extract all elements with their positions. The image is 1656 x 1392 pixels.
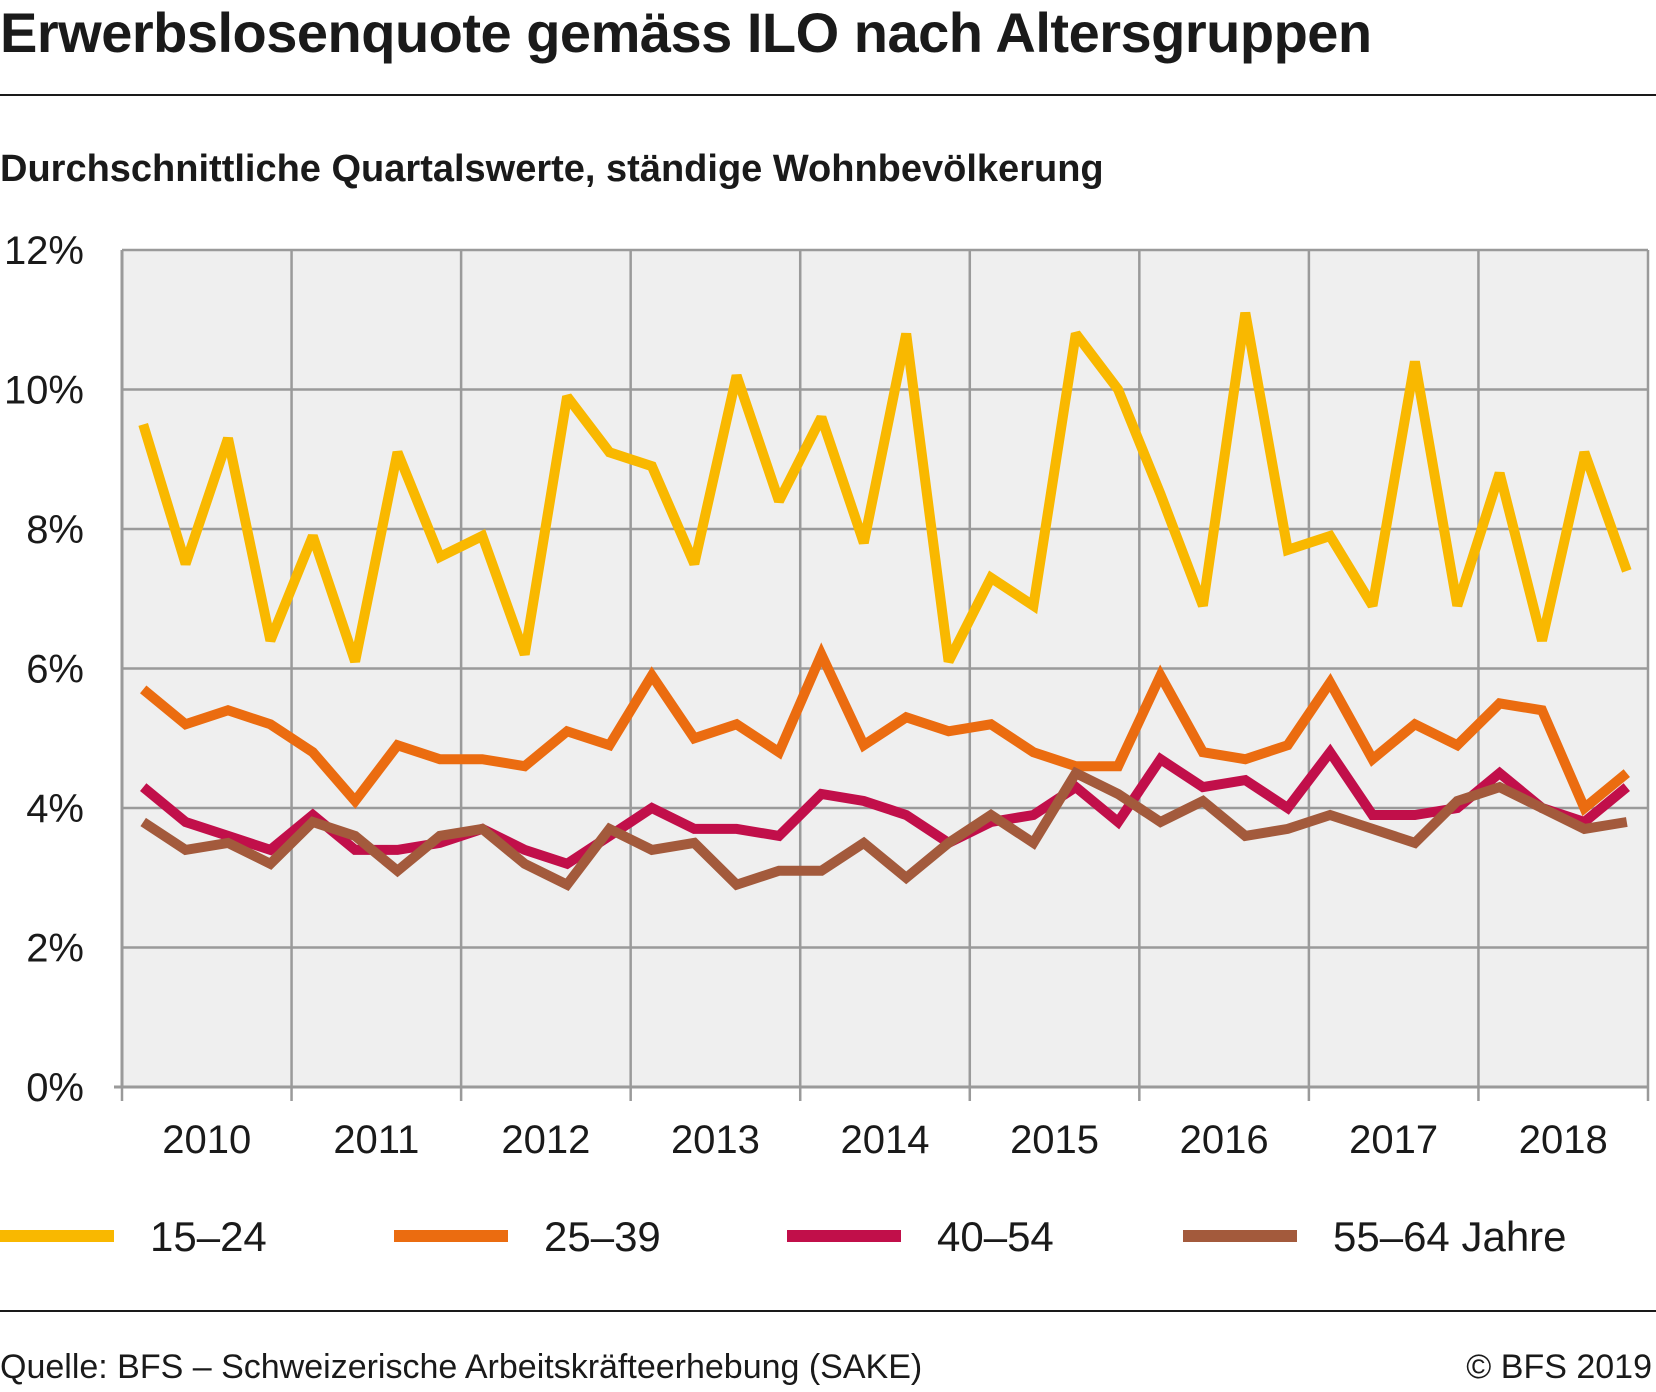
y-tick-label: 2% — [26, 927, 84, 971]
series-line — [140, 766, 1628, 892]
series-line — [138, 311, 1632, 664]
x-tick-label: 2018 — [1519, 1118, 1608, 1162]
y-tick-label: 0% — [26, 1066, 84, 1110]
grid-lines — [120, 248, 1650, 1101]
legend-label: 40–54 — [937, 1213, 1054, 1260]
x-tick-label: 2014 — [841, 1118, 930, 1162]
x-tick-label: 2016 — [1180, 1118, 1269, 1162]
legend: 15–24 25–39 40–54 55–64 Jahre — [0, 1213, 1567, 1260]
legend-item: 25–39 — [394, 1213, 661, 1260]
series-line — [140, 642, 1630, 817]
source-note: Quelle: BFS – Schweizerische Arbeitskräf… — [0, 1348, 923, 1386]
chart-subtitle: Durchschnittliche Quartalswerte, ständig… — [0, 148, 1104, 190]
y-tick-label: 8% — [26, 508, 84, 552]
x-tick-label: 2010 — [162, 1118, 251, 1162]
title-divider — [0, 94, 1656, 96]
x-tick-label: 2011 — [333, 1118, 419, 1162]
x-tick-label: 2012 — [501, 1118, 590, 1162]
copyright-note: © BFS 2019 — [1466, 1348, 1652, 1386]
x-tick-label: 2017 — [1349, 1118, 1438, 1162]
legend-item: 15–24 — [0, 1213, 267, 1260]
legend-item: 40–54 — [787, 1213, 1054, 1260]
legend-item: 55–64 Jahre — [1183, 1213, 1567, 1260]
y-tick-label: 4% — [26, 787, 84, 831]
y-tick-label: 10% — [4, 369, 84, 413]
y-tick-label: 12% — [4, 229, 84, 273]
chart-title: Erwerbslosenquote gemäss ILO nach Alters… — [0, 1, 1372, 64]
series-line — [140, 743, 1630, 870]
legend-label: 15–24 — [150, 1213, 267, 1260]
line-chart: 0%2%4%6%8%10%12% 2010 2011 2012 2013 2014 201… — [0, 229, 1650, 1260]
x-tick-label: 2015 — [1010, 1118, 1099, 1162]
legend-label: 55–64 Jahre — [1333, 1213, 1567, 1260]
x-axis-tick-labels: 2010 2011 2012 2013 2014 2015 2016 2017 2018 — [162, 1118, 1607, 1162]
legend-label: 25–39 — [544, 1213, 661, 1260]
y-axis-tick-labels: 0% 2% 4% 6% 8% 10% 12% — [4, 229, 84, 1110]
series-lines — [138, 311, 1632, 892]
axes — [114, 250, 1648, 1089]
footer-divider — [0, 1310, 1656, 1312]
x-tick-label: 2013 — [671, 1118, 760, 1162]
y-tick-label: 6% — [26, 648, 84, 692]
